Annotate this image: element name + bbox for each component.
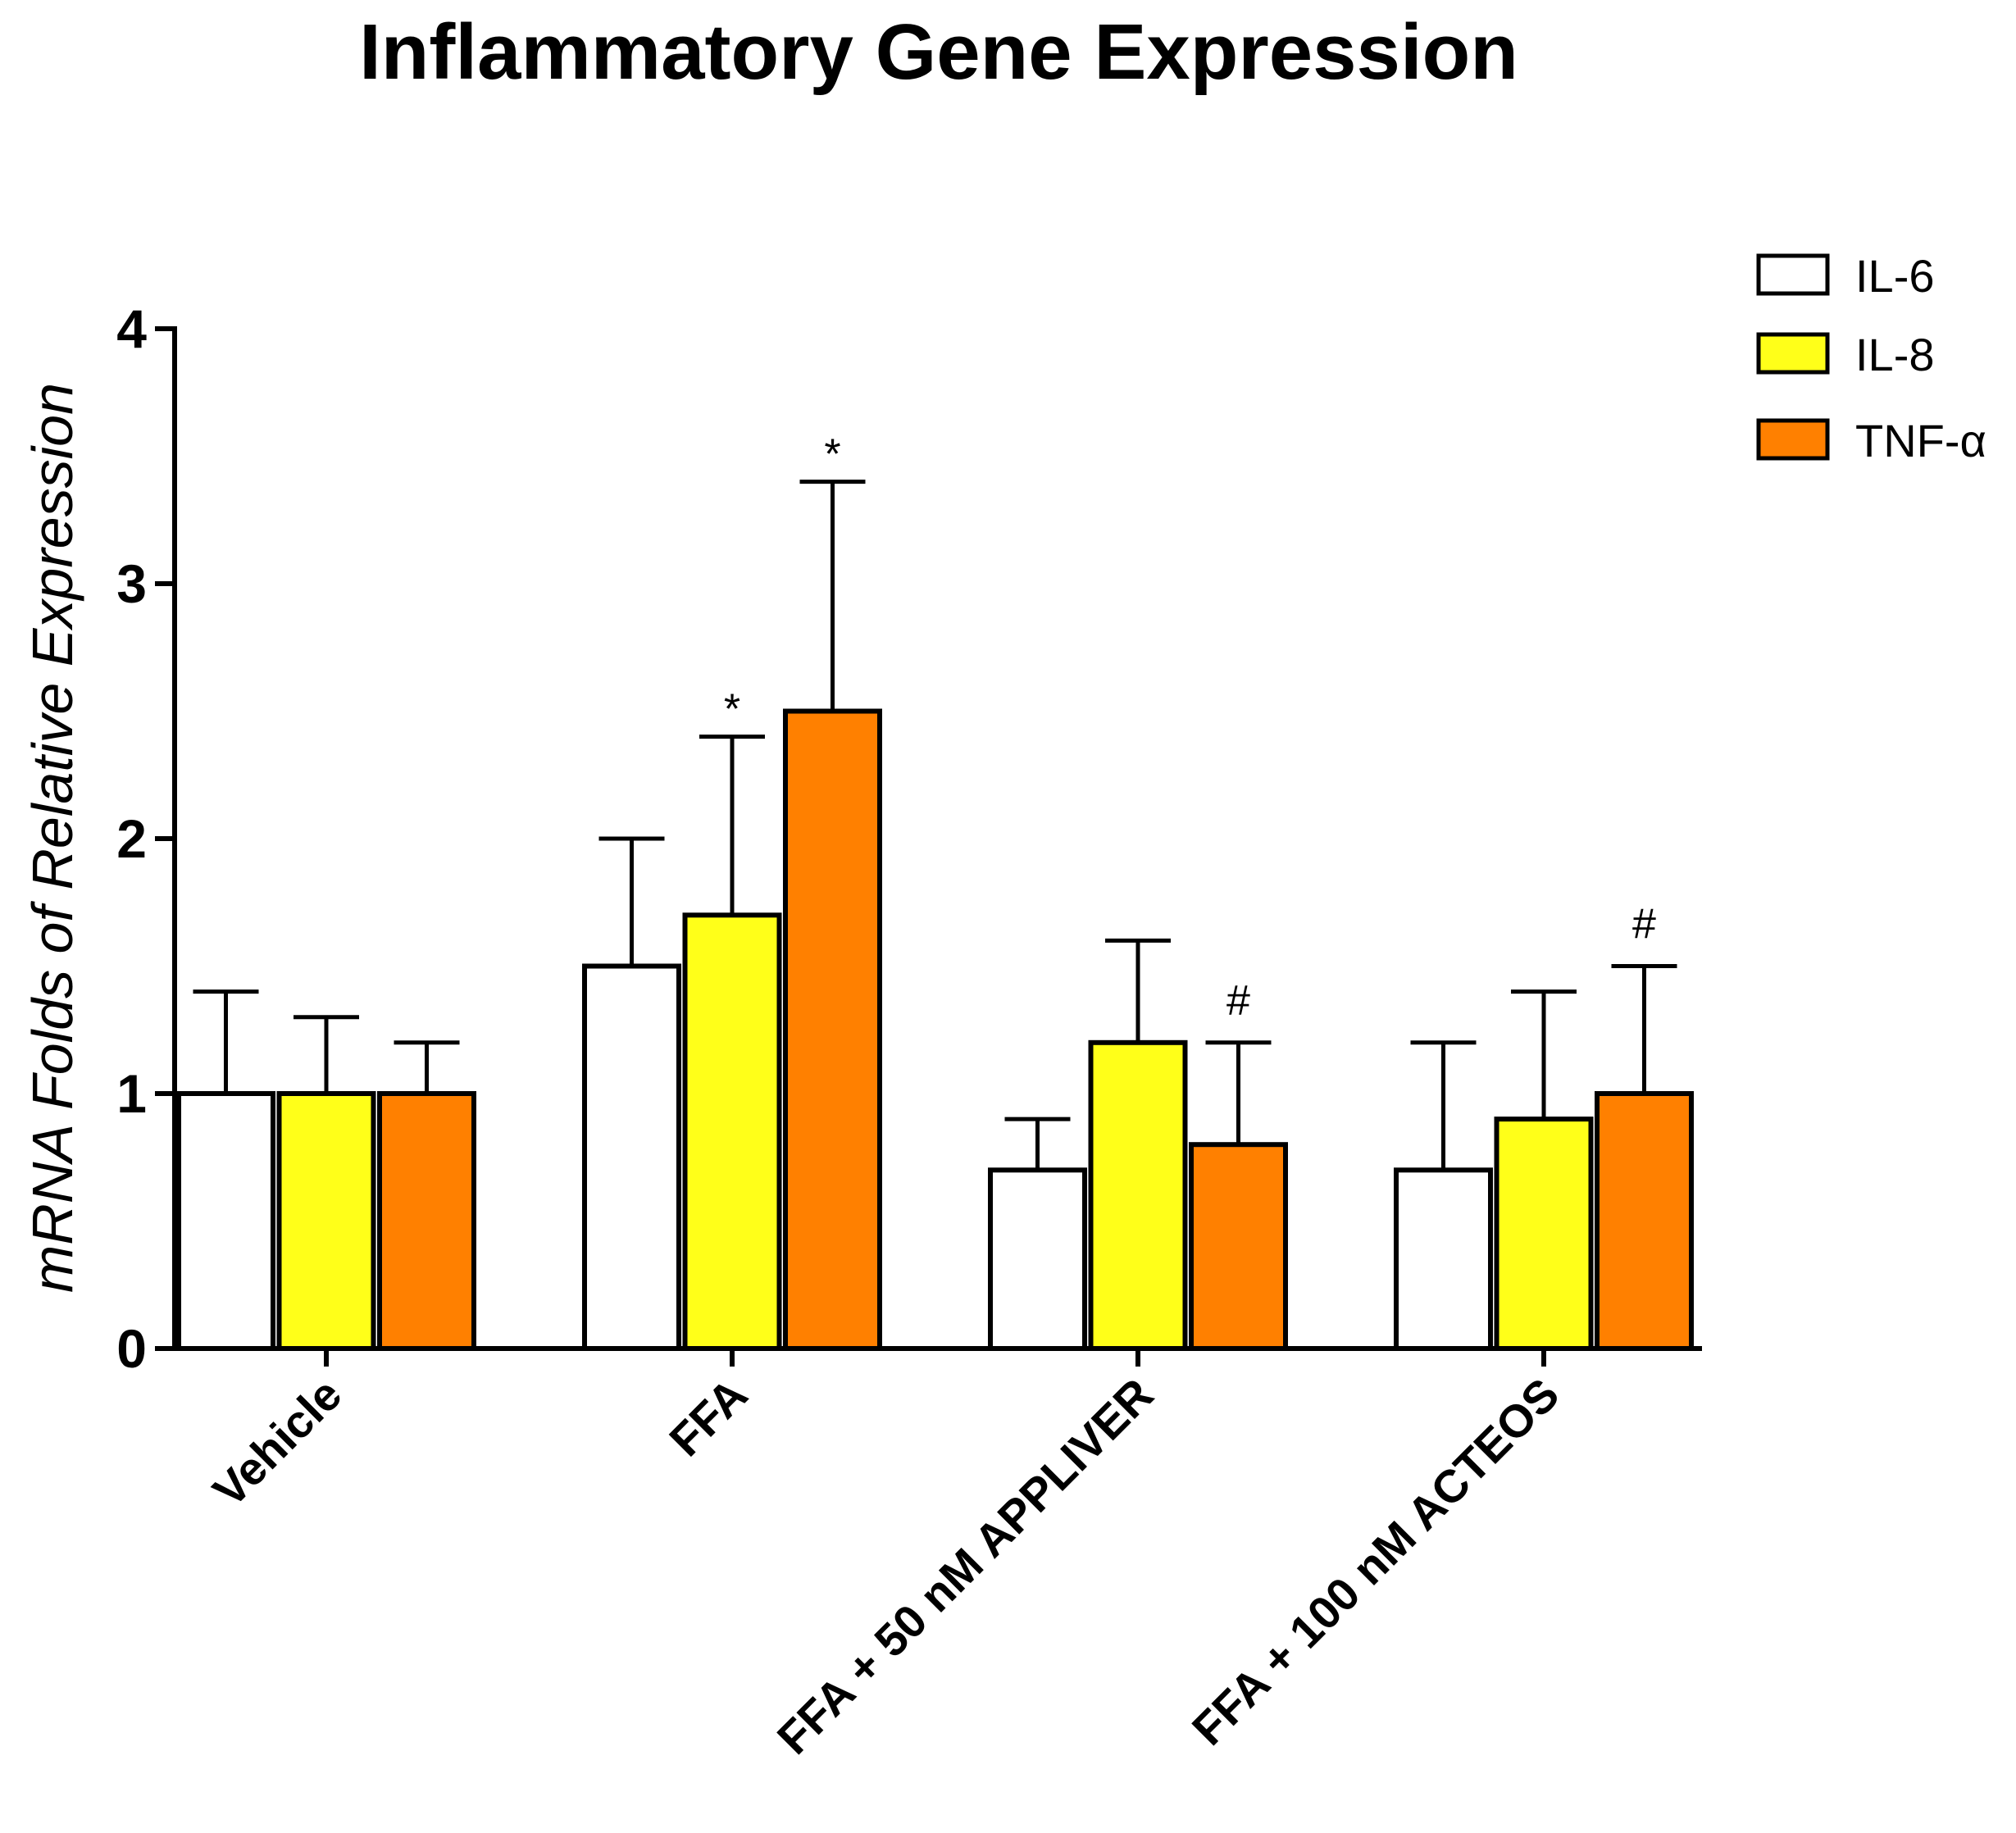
y-tick-label: 4 (116, 298, 147, 359)
bar (783, 708, 882, 1351)
y-tick-label: 0 (116, 1318, 147, 1379)
legend-label: IL-8 (1855, 329, 1935, 380)
significance-annotation: # (1226, 977, 1250, 1025)
x-tick-label: FFA + 50 nM APPLIVER (767, 1368, 1163, 1764)
legend-swatch (1756, 418, 1830, 461)
y-tick-label: 2 (116, 808, 147, 869)
x-tick-label: Vehicle (203, 1368, 351, 1517)
legend-label: TNF-α (1855, 415, 1986, 466)
legend-swatch (1756, 253, 1830, 296)
bar (1189, 1142, 1288, 1351)
significance-annotation: # (1632, 901, 1656, 948)
bar (1494, 1117, 1594, 1351)
x-tick-label: FFA (659, 1368, 757, 1466)
y-tick-label: 1 (116, 1063, 147, 1124)
bar (582, 963, 681, 1351)
bar (988, 1167, 1087, 1352)
bar (1394, 1167, 1493, 1352)
legend-swatch (1756, 332, 1830, 375)
bar (276, 1091, 376, 1351)
bar (1088, 1039, 1188, 1352)
legend-label: IL-6 (1855, 250, 1935, 302)
bar (1595, 1091, 1694, 1351)
y-tick-label: 3 (116, 553, 147, 614)
chart-title: Inflammatory Gene Expression (359, 8, 1518, 96)
significance-annotation: * (724, 686, 740, 734)
significance-annotation: * (824, 431, 840, 479)
bar (377, 1091, 476, 1351)
y-axis-label: mRNA Folds of Relative Expression (20, 383, 84, 1293)
bar (176, 1091, 275, 1351)
bar (682, 912, 782, 1352)
x-tick-label: FFA + 100 nM ACTEOS (1182, 1368, 1569, 1755)
